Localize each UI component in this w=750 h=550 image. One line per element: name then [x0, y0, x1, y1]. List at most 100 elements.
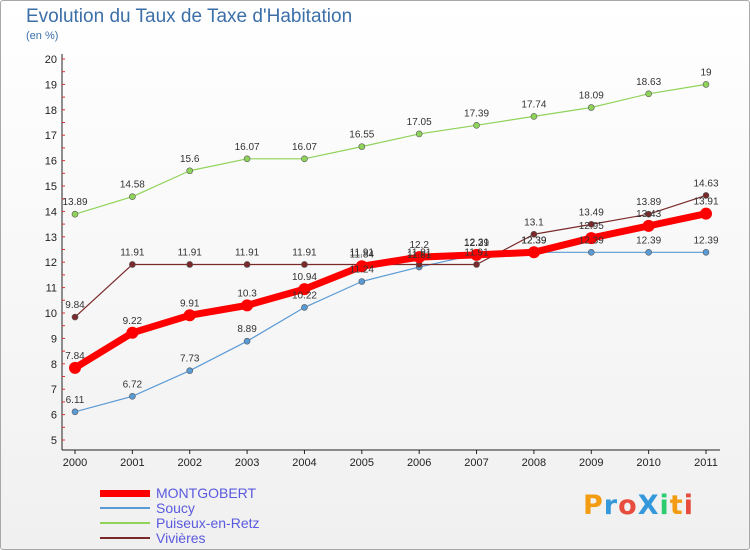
y-tick-label: 16	[45, 156, 57, 168]
data-label: 12.39	[579, 235, 604, 246]
data-label: 11.91	[464, 247, 489, 258]
legend-label-montgobert: MONTGOBERT	[156, 485, 257, 501]
data-point	[645, 210, 652, 218]
data-label: 19	[700, 67, 712, 78]
data-point	[585, 232, 598, 245]
x-tick-label: 2011	[694, 457, 718, 469]
logo-letter: r	[603, 490, 619, 521]
data-label: 9.84	[65, 300, 85, 311]
proxiti-logo: ProXiti	[583, 490, 694, 521]
x-tick-label: 2010	[636, 457, 660, 469]
y-tick-label: 12	[45, 257, 57, 269]
data-label: 13.89	[62, 197, 87, 208]
data-point	[301, 304, 308, 311]
y-tick-label: 11	[46, 283, 57, 295]
data-label: 11.91	[178, 247, 203, 258]
data-point	[298, 283, 311, 296]
data-label: 10.94	[292, 272, 317, 283]
data-point	[355, 260, 368, 273]
data-label: 16.07	[292, 142, 317, 153]
y-tick-label: 6	[51, 410, 57, 422]
x-tick-label: 2008	[522, 457, 546, 469]
x-tick-label: 2004	[292, 457, 316, 469]
data-point	[470, 248, 483, 261]
logo-letter: o	[618, 490, 638, 521]
data-label: 16.55	[349, 130, 374, 141]
data-label: 12.39	[636, 235, 661, 246]
y-tick-label: 7	[51, 384, 57, 396]
y-tick-label: 8	[51, 359, 57, 371]
data-label: 14.58	[120, 180, 145, 191]
data-point	[358, 143, 366, 150]
data-point	[587, 221, 595, 228]
logo-letter: t	[669, 490, 684, 521]
data-point	[530, 113, 538, 120]
data-label: 18.63	[636, 77, 661, 88]
data-point	[415, 130, 423, 138]
data-point	[69, 361, 81, 374]
y-tick-label: 9	[51, 333, 57, 345]
data-point	[358, 278, 366, 285]
data-point	[301, 261, 308, 268]
data-label: 15.6	[180, 154, 200, 165]
data-label: 11.91	[235, 247, 260, 258]
data-point	[243, 337, 251, 345]
x-tick-label: 2006	[407, 457, 431, 469]
data-point	[186, 261, 194, 268]
legend-label-vivieres: Vivières	[156, 530, 206, 546]
data-point	[129, 393, 136, 400]
series-line-Vivières	[74, 194, 707, 318]
data-point	[702, 81, 710, 88]
data-label: 7.73	[180, 354, 200, 365]
data-label: 17.74	[521, 99, 546, 110]
series-line-Soucy	[74, 251, 706, 413]
data-label: 12.95	[579, 221, 604, 232]
data-label: 12.2	[409, 240, 429, 251]
data-point	[587, 104, 595, 111]
data-label: 12.39	[693, 235, 718, 246]
data-point	[413, 251, 426, 264]
series-line-MONTGOBERT	[73, 210, 707, 371]
data-point	[129, 261, 136, 268]
data-point	[530, 230, 538, 238]
y-tick-label: 17	[45, 130, 57, 142]
data-label: 9.91	[180, 298, 200, 309]
data-label: 12.39	[521, 235, 546, 246]
data-label: 13.91	[693, 197, 718, 208]
y-tick-label: 10	[45, 308, 57, 320]
y-tick-label: 20	[45, 54, 57, 66]
data-point	[473, 261, 480, 268]
data-label: 13.43	[636, 209, 661, 220]
data-point	[129, 193, 136, 200]
data-point	[473, 121, 480, 129]
data-label: 14.63	[693, 178, 718, 189]
legend-label-soucy: Soucy	[156, 500, 195, 516]
data-label: 10.22	[292, 290, 317, 301]
data-point	[183, 309, 196, 322]
x-tick-label: 2007	[464, 457, 488, 469]
data-point	[71, 210, 79, 218]
y-tick-label: 13	[45, 232, 57, 244]
data-label: 12.29	[464, 238, 489, 249]
data-point	[71, 408, 79, 416]
logo-letter: P	[583, 490, 604, 521]
data-label: 9.22	[123, 316, 143, 327]
logo-letter: i	[659, 490, 670, 521]
data-label: 13.49	[579, 207, 604, 218]
data-label: 7.84	[65, 351, 85, 362]
legend-label-puiseux-en-retz: Puiseux-en-Retz	[156, 515, 260, 531]
x-tick-label: 2002	[177, 457, 201, 469]
data-label: 12.31	[464, 237, 489, 248]
data-label: 16.07	[235, 142, 260, 153]
x-tick-label: 2003	[235, 457, 259, 469]
data-label: 13.1	[524, 217, 544, 228]
data-label: 12.39	[521, 235, 546, 246]
data-label: 11.84	[350, 249, 375, 260]
y-tick-label: 19	[45, 79, 57, 91]
x-tick-label: 2005	[350, 457, 374, 469]
x-tick-label: 2009	[579, 457, 603, 469]
data-point	[243, 261, 251, 268]
data-label: 18.09	[579, 91, 604, 102]
data-point	[71, 313, 79, 321]
